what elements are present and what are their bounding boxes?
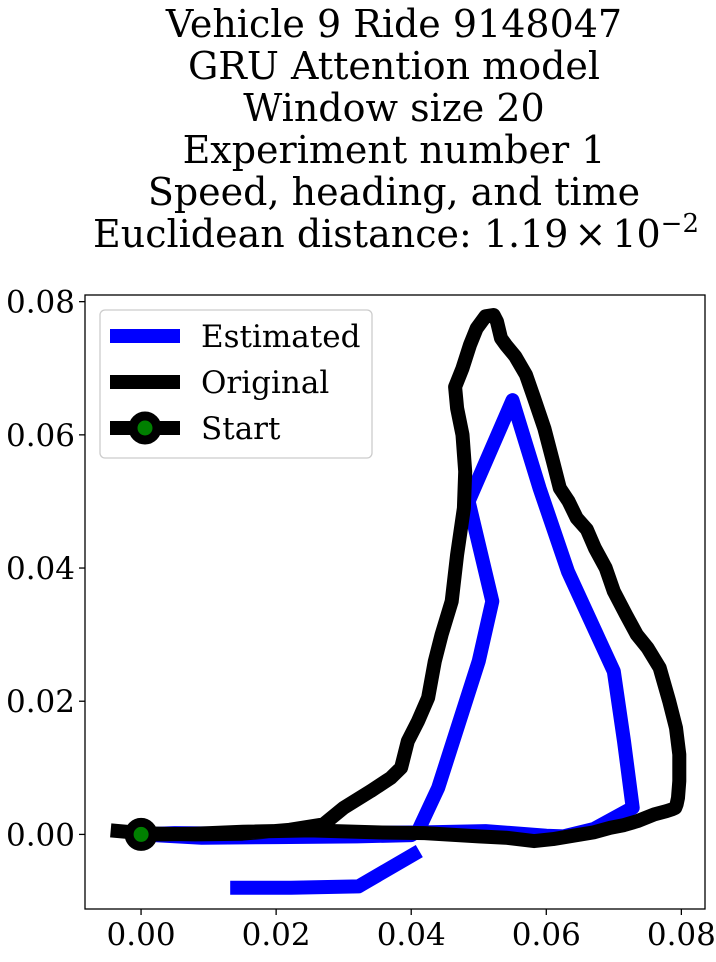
chart-title: Vehicle 9 Ride 9148047 GRU Attention mod… <box>93 2 699 256</box>
x-tick-label: 0.00 <box>107 917 176 953</box>
series-start-marker <box>124 817 158 851</box>
title-metric-label: Euclidean distance: 1.19 <box>93 212 568 256</box>
plot-frame <box>84 294 706 910</box>
title-line-5: Speed, heading, and time <box>148 170 640 214</box>
title-line-6: Euclidean distance: 1.19 × 10−2 <box>93 209 699 256</box>
title-line-1: Vehicle 9 Ride 9148047 <box>165 2 622 46</box>
series-original-line <box>110 308 687 849</box>
title-line-3: Window size 20 <box>243 86 544 130</box>
legend-label-start: Start <box>201 411 281 447</box>
legend-label-estimated: Estimated <box>201 319 360 355</box>
y-tick-label: 0.06 <box>6 418 75 454</box>
legend-label-original: Original <box>201 365 329 401</box>
x-tick-label: 0.02 <box>242 917 311 953</box>
title-line-4: Experiment number 1 <box>183 128 606 172</box>
y-tick-label: 0.00 <box>6 817 75 853</box>
legend-swatch-start-marker <box>128 411 162 445</box>
x-tick-label: 0.04 <box>377 917 446 953</box>
y-tick-label: 0.08 <box>6 285 75 321</box>
title-metric-base: 10 <box>612 212 660 256</box>
title-metric-exponent: −2 <box>661 209 699 239</box>
title-metric-times: × <box>574 212 606 256</box>
title-line-2: GRU Attention model <box>188 44 600 88</box>
y-tick-label: 0.02 <box>6 684 75 720</box>
x-tick-label: 0.08 <box>647 917 716 953</box>
series-estimated-tail-line <box>230 845 423 895</box>
x-tick-label: 0.06 <box>512 917 581 953</box>
tick-layer: 0.00 0.02 0.04 0.06 0.08 0.00 0.02 0.04 0.06 0.08 <box>6 285 716 953</box>
series-layer <box>110 308 687 895</box>
legend: Estimated Original Start <box>99 309 373 459</box>
y-tick-label: 0.04 <box>6 551 75 587</box>
